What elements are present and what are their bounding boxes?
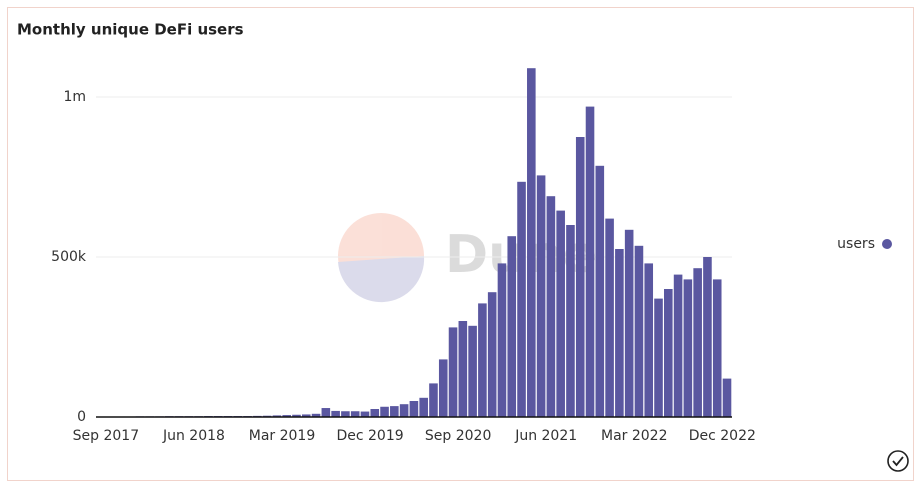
bar (419, 398, 428, 417)
chart-title: Monthly unique DeFi users (17, 21, 244, 39)
bar (674, 275, 683, 417)
bar (556, 211, 565, 417)
x-tick-label: Sep 2017 (73, 428, 139, 444)
bar (684, 279, 693, 417)
x-tick-label: Jun 2018 (162, 428, 225, 444)
bar (703, 257, 712, 417)
bar (547, 196, 556, 417)
bar (341, 411, 350, 417)
bar (586, 107, 595, 417)
bar (566, 225, 575, 417)
bar (596, 166, 605, 417)
legend-label: users (837, 236, 875, 252)
bar (488, 292, 497, 417)
bar (527, 68, 536, 417)
y-tick-label: 0 (77, 409, 86, 425)
bar (361, 412, 370, 417)
bar (322, 408, 331, 417)
legend-swatch (882, 239, 892, 249)
bar (478, 303, 487, 417)
bar (370, 409, 379, 417)
bar (576, 137, 585, 417)
y-tick-label: 500k (51, 249, 87, 265)
bar (723, 379, 732, 417)
bar (644, 263, 653, 417)
bar (498, 263, 507, 417)
bar (693, 268, 702, 417)
bar (664, 289, 673, 417)
x-tick-label: Mar 2019 (249, 428, 316, 444)
bar (410, 401, 419, 417)
bar (537, 175, 546, 417)
x-tick-label: Dec 2019 (336, 428, 403, 444)
x-tick-label: Sep 2020 (425, 428, 491, 444)
bar (635, 246, 644, 417)
bar (468, 326, 477, 417)
y-tick-label: 1m (63, 89, 86, 105)
bar (615, 249, 624, 417)
bar (625, 230, 634, 417)
bar (429, 383, 438, 417)
x-tick-label: Mar 2022 (601, 428, 668, 444)
bar (605, 219, 614, 417)
x-tick-label: Jun 2021 (514, 428, 577, 444)
bar (507, 236, 516, 417)
bar (351, 411, 360, 417)
bar (400, 404, 409, 417)
bar (390, 406, 399, 417)
bar (331, 411, 340, 417)
bar (449, 327, 458, 417)
bar (517, 182, 526, 417)
bar (713, 279, 722, 417)
bar (439, 359, 448, 417)
x-tick-label: Dec 2022 (689, 428, 756, 444)
bar (380, 407, 389, 417)
bar (459, 321, 468, 417)
bar (654, 299, 663, 417)
